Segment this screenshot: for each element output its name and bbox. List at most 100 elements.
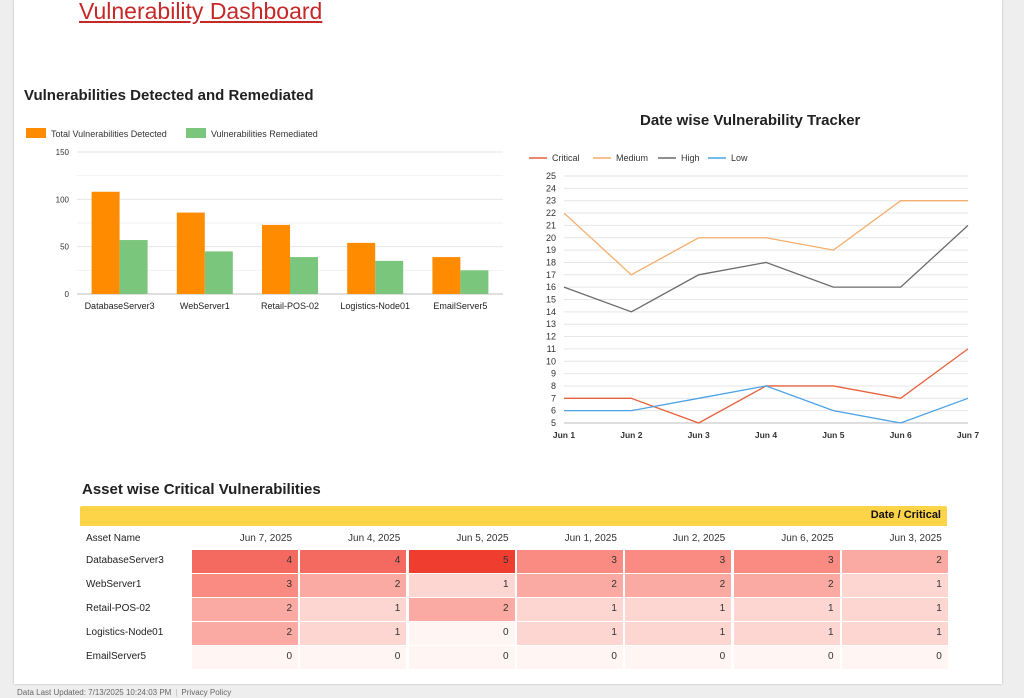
heatmap-cell: 0 <box>841 646 948 669</box>
y-tick-label: 14 <box>546 307 556 317</box>
heatmap-cell: 1 <box>516 598 623 621</box>
heatmap-cell: 1 <box>733 622 840 645</box>
heatmap-cell: 1 <box>625 622 732 645</box>
y-tick-label: 100 <box>56 195 70 204</box>
heatmap-cell: 1 <box>408 574 515 597</box>
heatmap-row: DatabaseServer3 4 4 5 3 3 3 2 <box>80 550 948 573</box>
heatmap-cell: 1 <box>625 598 732 621</box>
heatmap-cell: 1 <box>516 622 623 645</box>
bar-chart-title: Vulnerabilities Detected and Remediated <box>24 87 314 104</box>
bar-1-3 <box>375 260 404 294</box>
heatmap-cell: 3 <box>192 574 298 597</box>
heatmap-cell: 2 <box>841 550 948 573</box>
heatmap-column-header[interactable]: Jun 4, 2025 <box>348 533 401 544</box>
heatmap-cell: 2 <box>192 598 298 621</box>
privacy-policy-link[interactable]: Privacy Policy <box>181 688 232 697</box>
heatmap-column-header[interactable]: Jun 6, 2025 <box>781 533 834 544</box>
y-tick-label: 24 <box>546 183 556 193</box>
legend-label-1: Medium <box>616 153 648 163</box>
y-tick-label: 16 <box>546 282 556 292</box>
x-tick-label: Jun 2 <box>620 430 642 440</box>
bar-1-1 <box>204 251 233 294</box>
dashboard-title[interactable]: Vulnerability Dashboard <box>79 0 323 24</box>
legend-label-1: Vulnerabilities Remediated <box>211 129 318 139</box>
x-tick-label: WebServer1 <box>180 301 230 311</box>
heatmap-cell: 1 <box>300 598 407 621</box>
heatmap-cell: 0 <box>408 646 515 669</box>
heatmap-column-header[interactable]: Jun 5, 2025 <box>456 533 509 544</box>
heatmap-cell: 0 <box>516 646 623 669</box>
heatmap-cell: 3 <box>516 550 623 573</box>
y-tick-label: 5 <box>551 418 556 428</box>
heatmap-row: WebServer1 3 2 1 2 2 2 1 <box>80 574 948 597</box>
legend-label-0: Total Vulnerabilities Detected <box>51 129 167 139</box>
heatmap-cell: 2 <box>733 574 840 597</box>
y-tick-label: 18 <box>546 257 556 267</box>
heatmap-cell: 1 <box>733 598 840 621</box>
heatmap-asset-name: WebServer1 <box>86 579 142 590</box>
last-updated-text: Data Last Updated: 7/13/2025 10:24:03 PM <box>17 688 172 697</box>
bar-chart: Total Vulnerabilities Detected Vulnerabil… <box>26 128 503 311</box>
heatmap-row-header: Asset Name <box>86 533 141 544</box>
y-tick-label: 50 <box>60 243 69 252</box>
y-tick-label: 25 <box>546 171 556 181</box>
heatmap-asset-name: Retail-POS-02 <box>86 603 151 614</box>
heatmap-cell: 1 <box>300 622 407 645</box>
y-tick-label: 7 <box>551 393 556 403</box>
x-tick-label: EmailServer5 <box>433 301 487 311</box>
x-tick-label: Jun 3 <box>688 430 710 440</box>
line-chart: Critical Medium High Low 5 6 7 8 9 10 11 12 13 14 15 16… <box>529 153 979 440</box>
y-tick-label: 19 <box>546 245 556 255</box>
bar-1-2 <box>290 257 318 294</box>
heatmap-cell: 0 <box>625 646 732 669</box>
bar-1-0 <box>119 240 148 294</box>
y-tick-label: 12 <box>546 332 556 342</box>
heatmap-row: Logistics-Node01 2 1 0 1 1 1 1 <box>80 622 948 645</box>
legend-swatch-1 <box>186 128 206 138</box>
heatmap-cell: 1 <box>841 622 948 645</box>
footer-separator: | <box>175 688 178 697</box>
bar-0-2 <box>262 224 290 294</box>
series-line-low <box>564 385 969 424</box>
x-tick-label: Jun 6 <box>890 430 912 440</box>
heatmap-cell: 2 <box>625 574 732 597</box>
x-tick-label: Jun 1 <box>553 430 575 440</box>
heatmap-cell: 1 <box>841 574 948 597</box>
y-tick-label: 6 <box>551 406 556 416</box>
legend-label-0: Critical <box>552 153 580 163</box>
heatmap-header-row: Asset Name Jun 7, 2025 Jun 4, 2025 Jun 5, 2… <box>80 529 947 549</box>
heatmap-column-header[interactable]: Jun 7, 2025 <box>239 533 292 544</box>
heatmap-row: EmailServer5 0 0 0 0 0 0 0 <box>80 646 948 669</box>
heatmap-title: Asset wise Critical Vulnerabilities <box>82 481 321 498</box>
y-tick-label: 9 <box>551 369 556 379</box>
heatmap-cell: 4 <box>300 550 407 573</box>
y-tick-label: 23 <box>546 196 556 206</box>
bar-0-3 <box>347 242 376 294</box>
heatmap-banner-label: Date / Critical <box>870 509 941 521</box>
heatmap-banner: Date / Critical <box>80 506 947 526</box>
heatmap-asset-name: DatabaseServer3 <box>86 555 164 566</box>
bar-0-1 <box>176 212 205 294</box>
footer: Data Last Updated: 7/13/2025 10:24:03 PM… <box>17 688 231 697</box>
heatmap-cell: 1 <box>841 598 948 621</box>
x-tick-label: Logistics-Node01 <box>340 301 410 311</box>
y-tick-label: 17 <box>546 270 556 280</box>
heatmap-asset-name: EmailServer5 <box>86 651 147 662</box>
y-tick-label: 20 <box>546 233 556 243</box>
heatmap-column-header[interactable]: Jun 3, 2025 <box>889 533 942 544</box>
heatmap-cell: 2 <box>300 574 407 597</box>
heatmap-cell: 5 <box>408 550 515 573</box>
legend-label-3: Low <box>731 153 748 163</box>
y-tick-label: 21 <box>546 220 556 230</box>
heatmap-column-header[interactable]: Jun 2, 2025 <box>672 533 726 544</box>
y-tick-label: 22 <box>546 208 556 218</box>
heatmap-column-header[interactable]: Jun 1, 2025 <box>564 533 617 544</box>
heatmap-cell: 3 <box>625 550 732 573</box>
heatmap-row: Retail-POS-02 2 1 2 1 1 1 1 <box>80 598 948 621</box>
y-tick-label: 8 <box>551 381 556 391</box>
heatmap-cell: 2 <box>516 574 623 597</box>
heatmap-cell: 0 <box>408 622 515 645</box>
bar-1-4 <box>460 270 489 294</box>
heatmap-cell: 4 <box>192 550 298 573</box>
x-tick-label: DatabaseServer3 <box>85 301 155 311</box>
